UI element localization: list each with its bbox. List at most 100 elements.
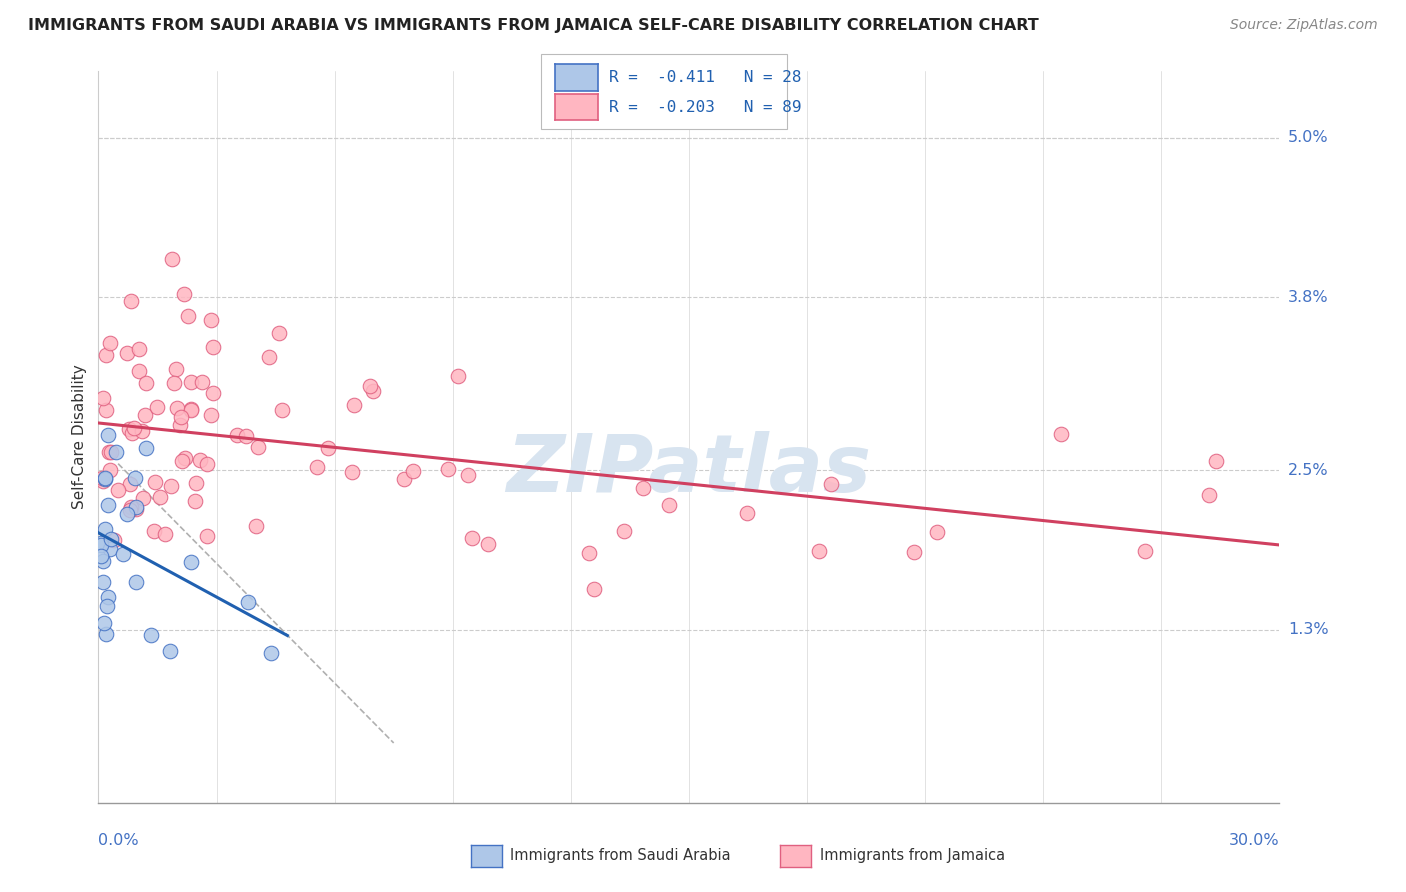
Point: [173, 451, 195, 466]
Point: [90, 549, 112, 563]
Point: [90, 536, 112, 550]
Point: [180, 555, 202, 569]
Point: [457, 468, 479, 483]
Point: [135, 376, 157, 390]
Point: [100, 445, 122, 459]
Point: [128, 342, 150, 356]
Text: 3.8%: 3.8%: [1288, 290, 1329, 305]
Point: [160, 479, 183, 493]
Point: [247, 440, 270, 454]
Point: [105, 445, 128, 459]
Point: [146, 401, 169, 415]
Point: [125, 501, 148, 516]
Point: [120, 476, 142, 491]
Point: [118, 422, 141, 436]
Point: [1050, 427, 1073, 442]
Text: IMMIGRANTS FROM SAUDI ARABIA VS IMMIGRANTS FROM JAMAICA SELF-CARE DISABILITY COR: IMMIGRANTS FROM SAUDI ARABIA VS IMMIGRAN…: [28, 18, 1039, 33]
Point: [149, 490, 172, 504]
Point: [631, 481, 654, 495]
Point: [163, 376, 186, 391]
Point: [134, 408, 156, 422]
Point: [93, 391, 115, 405]
Point: [903, 545, 925, 559]
Point: [460, 531, 482, 545]
Point: [135, 441, 157, 455]
Point: [159, 644, 181, 658]
Point: [402, 464, 425, 478]
Point: [191, 376, 214, 390]
Point: [124, 471, 146, 485]
Point: [808, 544, 831, 558]
Point: [316, 441, 339, 455]
Point: [111, 547, 134, 561]
Point: [184, 494, 207, 508]
Point: [169, 418, 191, 433]
Point: [97, 428, 120, 442]
Point: [260, 646, 283, 660]
Point: [98, 463, 121, 477]
Point: [201, 385, 224, 400]
Point: [98, 444, 121, 458]
Point: [245, 519, 267, 533]
Point: [94, 472, 117, 486]
Point: [238, 595, 260, 609]
Point: [91, 575, 114, 590]
Text: 0.0%: 0.0%: [98, 833, 139, 848]
Point: [1133, 544, 1156, 558]
Point: [97, 498, 120, 512]
Text: 2.5%: 2.5%: [1288, 463, 1329, 478]
Point: [180, 402, 202, 417]
Point: [93, 616, 115, 631]
Point: [180, 375, 202, 389]
Point: [153, 527, 176, 541]
Point: [1198, 488, 1220, 502]
Point: [166, 401, 188, 415]
Point: [271, 402, 294, 417]
Point: [170, 454, 193, 468]
Text: Source: ZipAtlas.com: Source: ZipAtlas.com: [1230, 18, 1378, 32]
Point: [128, 364, 150, 378]
Point: [115, 345, 138, 359]
Point: [141, 628, 163, 642]
Point: [340, 465, 363, 479]
Point: [131, 424, 153, 438]
Point: [1205, 454, 1227, 468]
Point: [446, 368, 468, 383]
Point: [392, 472, 415, 486]
Text: 1.3%: 1.3%: [1288, 623, 1329, 638]
Text: R =  -0.411   N = 28: R = -0.411 N = 28: [609, 70, 801, 85]
Point: [170, 409, 193, 424]
Y-axis label: Self-Care Disability: Self-Care Disability: [72, 365, 87, 509]
Point: [202, 340, 225, 354]
Text: 30.0%: 30.0%: [1229, 833, 1279, 848]
Point: [94, 627, 117, 641]
Point: [195, 457, 218, 471]
Point: [91, 554, 114, 568]
Point: [180, 403, 202, 417]
Point: [93, 474, 115, 488]
Point: [359, 379, 381, 393]
Point: [927, 524, 949, 539]
Point: [200, 313, 222, 327]
Point: [90, 537, 112, 551]
Point: [235, 429, 257, 443]
Point: [186, 476, 208, 491]
Point: [107, 483, 129, 498]
Point: [96, 590, 118, 604]
Point: [121, 426, 143, 441]
Point: [343, 398, 366, 412]
Point: [132, 491, 155, 505]
Point: [578, 546, 600, 560]
Point: [257, 350, 280, 364]
Point: [125, 574, 148, 589]
Point: [267, 326, 290, 341]
Point: [143, 524, 166, 538]
Text: ZIPatlas: ZIPatlas: [506, 432, 872, 509]
Point: [96, 348, 118, 362]
Point: [188, 452, 211, 467]
Point: [98, 542, 121, 557]
Point: [120, 502, 142, 516]
Point: [125, 500, 148, 515]
Point: [120, 293, 142, 308]
Point: [100, 533, 122, 547]
